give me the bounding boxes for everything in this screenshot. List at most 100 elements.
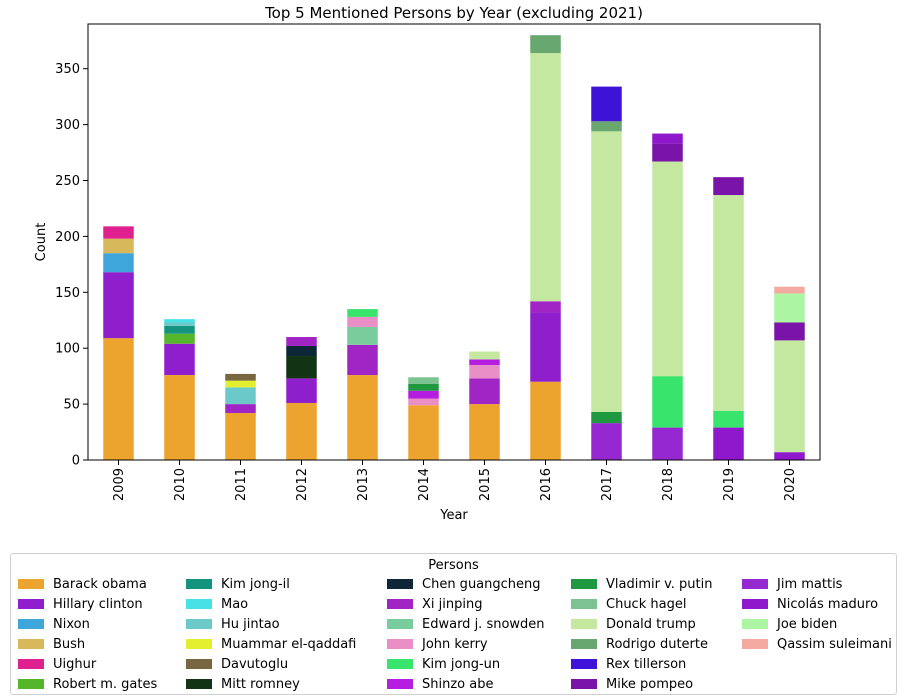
bar-segment-2015-donald-trump [469, 351, 500, 360]
legend-swatch [18, 659, 44, 669]
legend-swatch [742, 639, 768, 649]
bar-segment-2016-donald-trump [530, 53, 561, 302]
y-tick-label: 200 [55, 230, 80, 245]
legend-label: Kim jong-un [422, 656, 501, 672]
bar-segment-2013-kim-jong-un [347, 309, 378, 317]
legend-entry: Vladimir v. putin [571, 575, 712, 593]
legend-swatch [186, 579, 212, 589]
x-tick-label: 2015 [478, 468, 493, 501]
legend-swatch [742, 579, 768, 589]
bar-segment-2014-shinzo-abe [408, 390, 439, 399]
bar-segment-2011-xi-jinping [225, 404, 256, 414]
legend-entry: Mike pompeo [571, 675, 693, 693]
bar-segment-2009-hillary-clinton [103, 272, 134, 339]
bar-segment-2012-hillary-clinton [286, 378, 317, 403]
bar-segment-2012-chen-guangcheng [286, 345, 317, 357]
bar-segment-2012-barack-obama [286, 402, 317, 460]
legend-swatch [387, 619, 413, 629]
legend-label: Barack obama [53, 576, 147, 592]
bar-segment-2012-mitt-romney [286, 356, 317, 379]
bar-segment-2015-xi-jinping [469, 378, 500, 405]
bar-segment-2013-john-kerry [347, 316, 378, 327]
x-tick-label: 2009 [112, 468, 127, 501]
bar-segment-2016-rodrigo-duterte [530, 35, 561, 54]
bar-segment-2014-barack-obama [408, 405, 439, 460]
bar-segment-2020-donald-trump [774, 340, 805, 453]
legend-entry: Xi jinping [387, 595, 482, 613]
bar-segment-2009-nixon [103, 253, 134, 273]
legend-label: Chuck hagel [606, 596, 687, 612]
bar-segment-2017-jim-mattis [591, 423, 622, 460]
bar-segment-2016-hillary-clinton [530, 312, 561, 382]
legend-label: Muammar el-qaddafi [221, 636, 357, 652]
legend-label: Chen guangcheng [422, 576, 541, 592]
chart-title: Top 5 Mentioned Persons by Year (excludi… [264, 4, 643, 22]
x-tick-label: 2019 [722, 468, 737, 501]
bar-segment-2019-nicol-s-maduro [713, 427, 744, 460]
bar-segment-2020-qassim-suleimani [774, 286, 805, 294]
legend-swatch [186, 599, 212, 609]
legend-swatch [571, 679, 597, 689]
bar-segment-2011-davutoglu [225, 373, 256, 381]
bar-segment-2010-kim-jong-il [164, 325, 195, 334]
legend-swatch [742, 619, 768, 629]
legend-entry: Rex tillerson [571, 655, 686, 673]
legend-entry: Nixon [18, 615, 90, 633]
y-tick-label: 100 [55, 342, 80, 357]
bar-segment-2011-barack-obama [225, 413, 256, 460]
y-tick-label: 300 [55, 118, 80, 133]
bar-segment-2019-kim-jong-un [713, 410, 744, 428]
legend-label: Xi jinping [422, 596, 483, 612]
legend-label: Rex tillerson [606, 656, 687, 672]
legend-entry: Nicolás maduro [742, 595, 878, 613]
legend-entry: Donald trump [571, 615, 696, 633]
legend-label: Nicolás maduro [777, 596, 879, 612]
bars-layer [103, 35, 805, 460]
bar-segment-2019-mike-pompeo [713, 177, 744, 196]
legend-swatch [387, 599, 413, 609]
x-tick-label: 2013 [356, 468, 371, 501]
x-tick-label: 2018 [661, 468, 676, 501]
bar-segment-2009-barack-obama [103, 338, 134, 460]
bar-segment-2018-kim-jong-un [652, 376, 683, 428]
legend-swatch [571, 639, 597, 649]
legend-entry: Chen guangcheng [387, 575, 541, 593]
legend-entry: Hillary clinton [18, 595, 143, 613]
legend-entry: Qassim suleimani [742, 635, 892, 653]
legend-title: Persons [428, 558, 479, 573]
legend-label: Hu jintao [221, 616, 280, 632]
legend-swatch [18, 599, 44, 609]
bar-segment-2011-hu-jintao [225, 387, 256, 405]
plot-frame [87, 23, 821, 461]
legend-swatch [571, 599, 597, 609]
legend-swatch [742, 599, 768, 609]
bar-segment-2018-jim-mattis [652, 427, 683, 460]
legend-label: Nixon [53, 616, 90, 632]
legend-swatch [186, 679, 212, 689]
x-tick-label: 2010 [173, 468, 188, 501]
bar-segment-2012-xi-jinping [286, 337, 317, 346]
legend-swatch [571, 619, 597, 629]
y-tick-label: 150 [55, 286, 80, 301]
legend-entry: Kim jong-il [186, 575, 290, 593]
bar-segment-2017-rodrigo-duterte [591, 121, 622, 132]
legend-swatch [18, 679, 44, 689]
legend-label: Mitt romney [221, 676, 300, 692]
legend-entry: Robert m. gates [18, 675, 157, 693]
bar-segment-2015-barack-obama [469, 404, 500, 460]
legend-label: Mike pompeo [606, 676, 694, 692]
y-tick-label: 50 [63, 398, 80, 413]
x-tick-label: 2020 [783, 468, 798, 501]
bar-segment-2017-rex-tillerson [591, 86, 622, 122]
legend-swatch [571, 579, 597, 589]
legend-label: Donald trump [606, 616, 696, 632]
bar-segment-2010-robert-m-gates [164, 333, 195, 344]
legend-label: Vladimir v. putin [606, 576, 713, 592]
x-tick-label: 2016 [539, 468, 554, 501]
y-tick-label: 350 [55, 62, 80, 77]
legend-label: Uighur [53, 656, 97, 672]
legend-entry: John kerry [387, 635, 488, 653]
legend-label: Hillary clinton [53, 596, 143, 612]
legend-label: Joe biden [777, 616, 838, 632]
bar-segment-2010-mao [164, 319, 195, 323]
